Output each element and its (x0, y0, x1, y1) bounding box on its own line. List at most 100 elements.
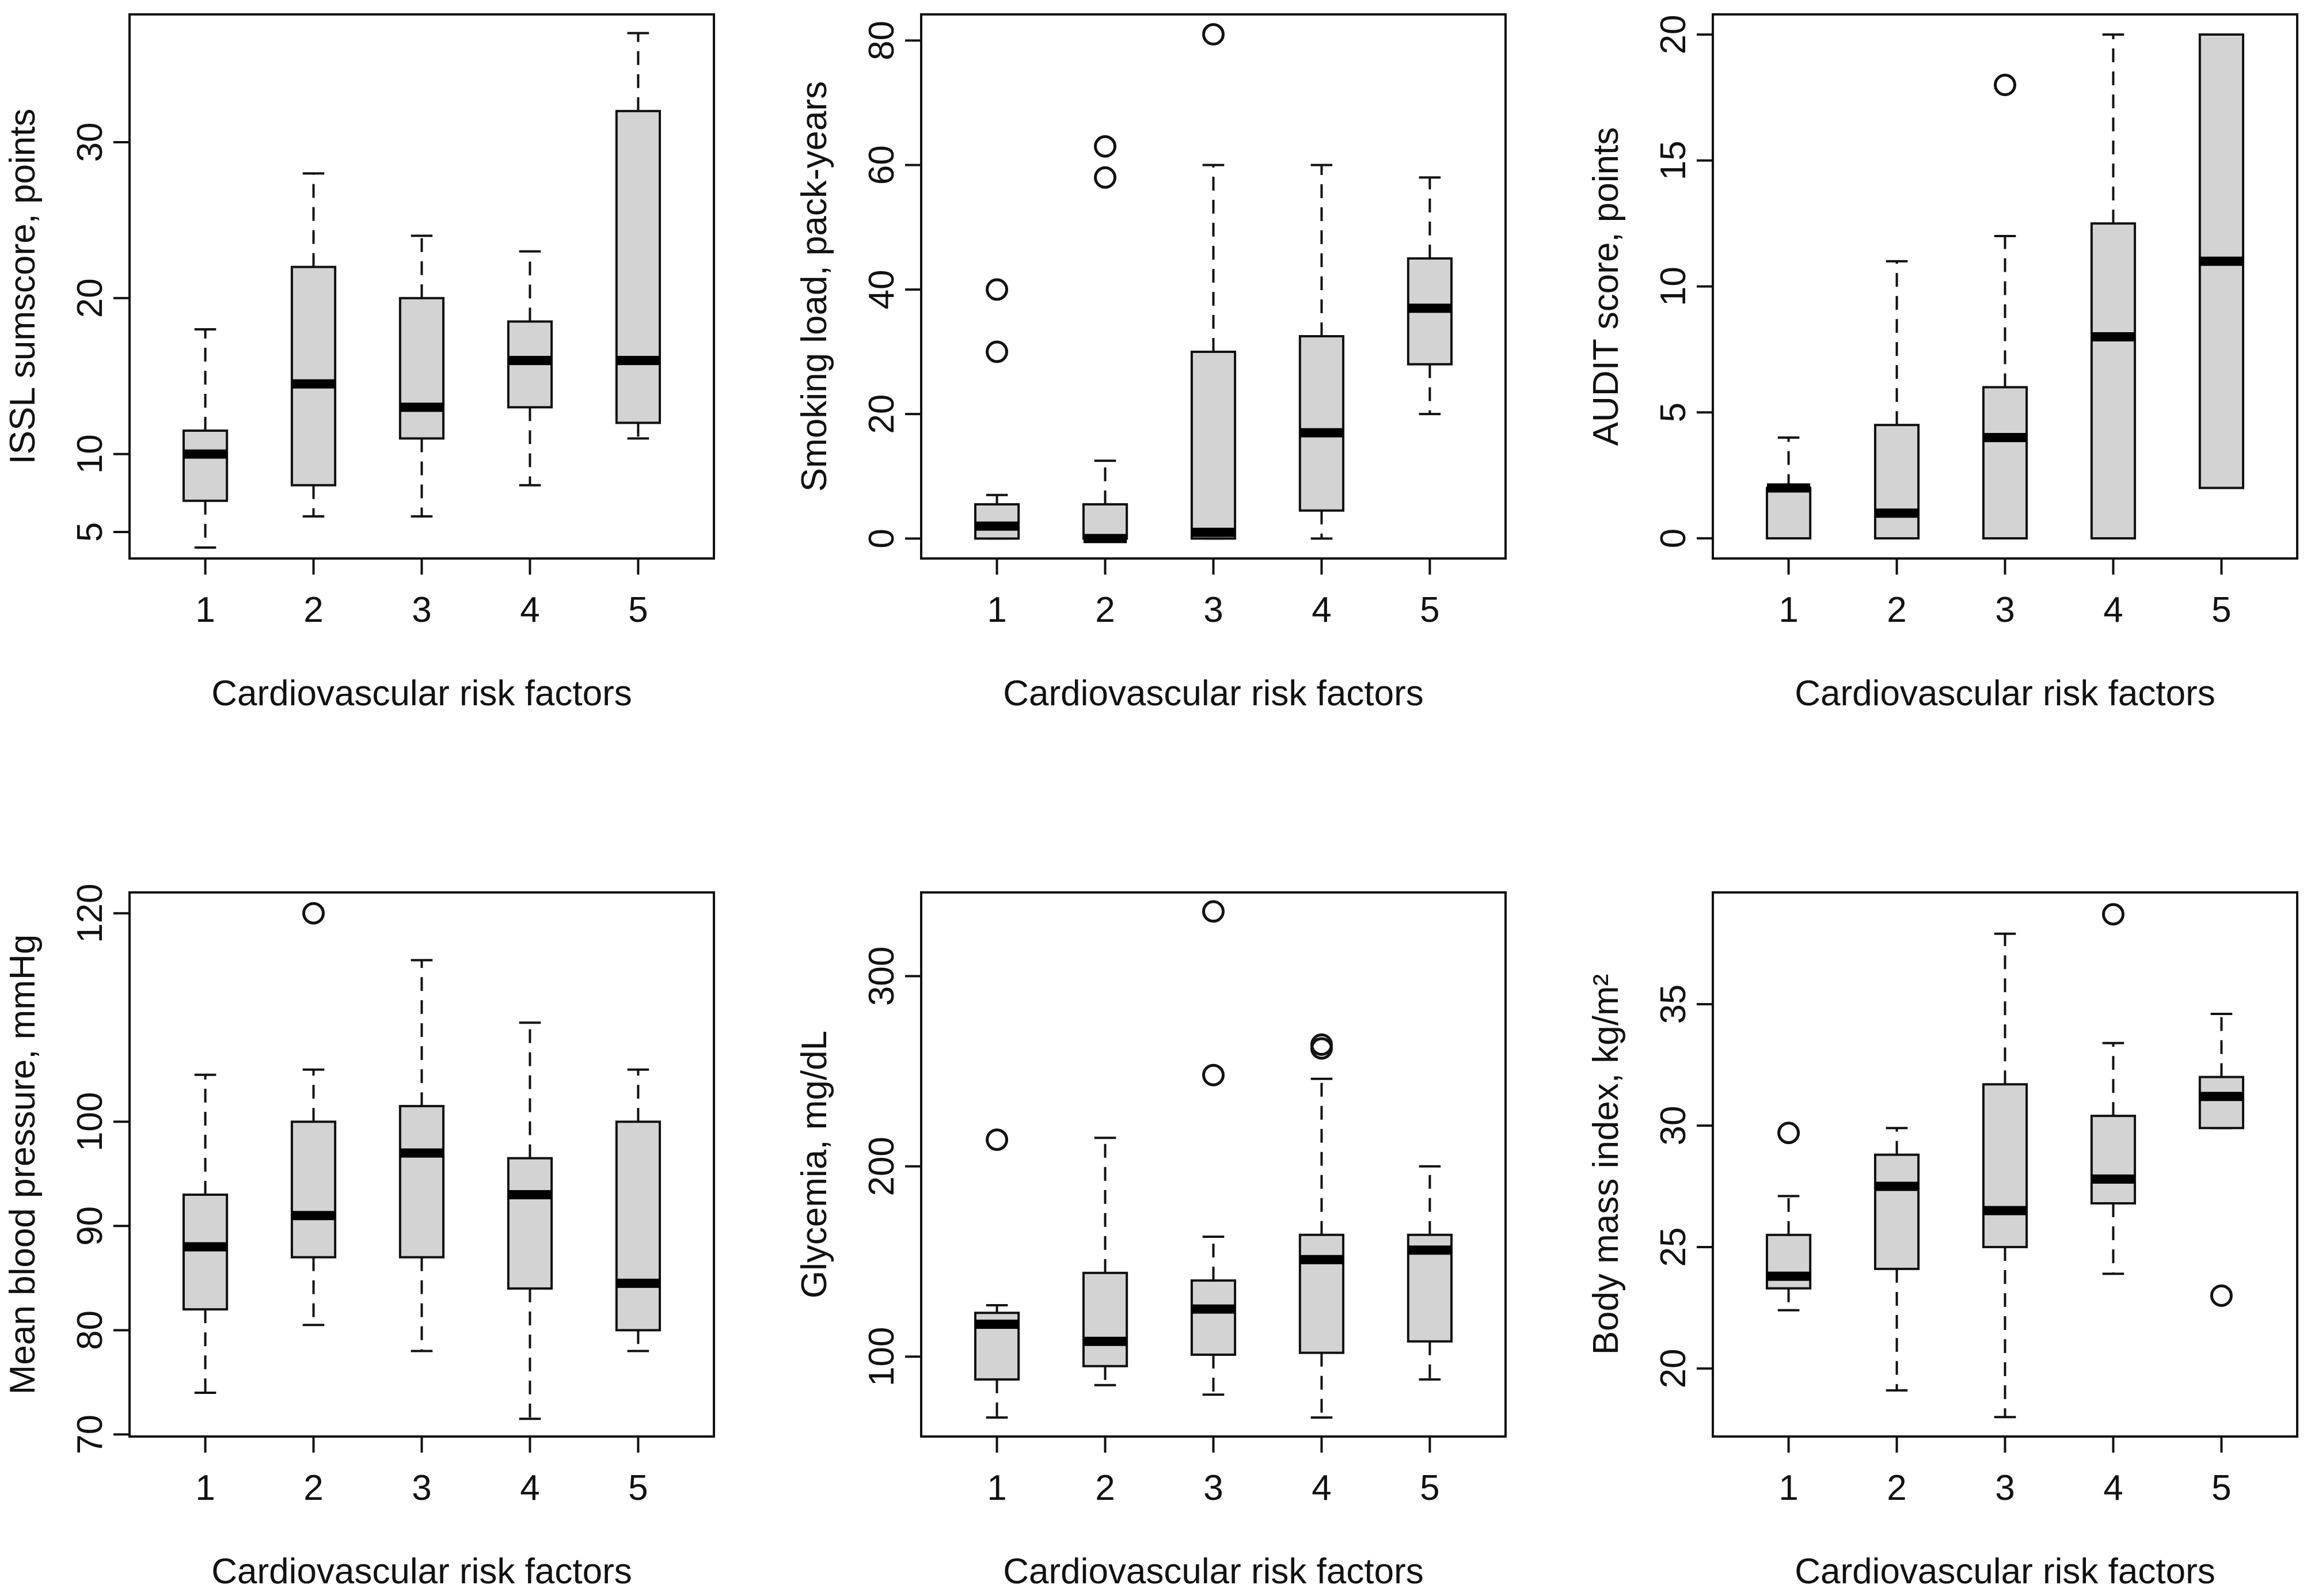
outlier-point (2101, 903, 2124, 926)
box-group-5 (2198, 1012, 2245, 1307)
y-tick-label: 35 (1654, 985, 1693, 1024)
outlier-point (1777, 1122, 1800, 1145)
panel-5: 100 200 300 Glycemia, mg/dL 1 2 3 4 5 Cardiovascu… (795, 891, 1507, 1591)
iqr-box (398, 1105, 445, 1259)
iqr-box (290, 265, 337, 487)
box-group-2 (1082, 1137, 1128, 1386)
box-group-4 (1298, 164, 1345, 540)
x-tick-label: 5 (628, 1468, 648, 1508)
box-group-3 (398, 959, 445, 1352)
y-tick-label: 70 (70, 1415, 110, 1454)
iqr-box (2090, 1115, 2137, 1204)
x-tick-label: 5 (1420, 1468, 1439, 1508)
x-tick-label: 4 (1312, 590, 1331, 630)
iqr-box (1082, 503, 1128, 540)
x-tick-label: 1 (195, 590, 215, 630)
box-group-5 (1407, 1165, 1453, 1381)
outlier-point (1310, 1033, 1333, 1056)
iqr-box (1873, 424, 1920, 539)
iqr-box (398, 297, 445, 440)
iqr-box (615, 109, 662, 424)
y-tick-label: 20 (862, 394, 902, 434)
iqr-box (1190, 351, 1237, 540)
x-tick-label: 4 (2103, 590, 2123, 630)
panel-6: 20 25 30 35 Body mass index, kg/m² 1 2 3 4 5 Cardi… (1586, 891, 2298, 1591)
iqr-box (1082, 1271, 1128, 1367)
y-tick-label: 5 (1654, 402, 1693, 422)
panel-1: 5 10 20 30 ISSL sumscore, points 1 2 3 4 5 Cardiov… (3, 13, 715, 713)
box-group-1 (182, 1073, 229, 1394)
box-group-2 (290, 902, 337, 1327)
x-axis-title: Cardiovascular risk factors (211, 674, 632, 713)
box-group-1 (1765, 1122, 1812, 1312)
x-tick-label: 2 (303, 1468, 323, 1508)
x-axis-title: Cardiovascular risk factors (1795, 674, 2215, 713)
box-group-3 (1982, 932, 2028, 1419)
x-tick-label: 3 (412, 1468, 431, 1508)
x-tick-label: 2 (303, 590, 323, 630)
box-group-4 (507, 1021, 553, 1420)
y-tick-label: 0 (862, 529, 902, 548)
box-group-2 (1082, 135, 1128, 544)
x-tick-label: 1 (1778, 1468, 1798, 1508)
y-tick-label: 40 (862, 269, 902, 309)
outlier-point (1202, 23, 1225, 46)
iqr-box (182, 429, 229, 502)
box-group-1 (974, 1128, 1020, 1419)
x-tick-label: 4 (1312, 1468, 1331, 1508)
panel-4: 70 80 90 100 120 Mean blood pressure, mmHg 1 2 3… (3, 883, 715, 1591)
y-tick-label: 10 (70, 434, 110, 474)
y-tick-label: 15 (1654, 140, 1693, 180)
x-axis-title: Cardiovascular risk factors (211, 1552, 632, 1591)
x-tick-label: 4 (520, 590, 539, 630)
y-tick-label: 0 (1654, 529, 1693, 548)
iqr-box (2198, 1076, 2245, 1130)
box-group-3 (398, 234, 445, 518)
y-tick-label: 5 (70, 522, 110, 542)
outlier-point (986, 278, 1009, 301)
iqr-box (615, 1120, 662, 1332)
box-group-2 (1873, 1127, 1920, 1392)
x-tick-label: 2 (1887, 590, 1906, 630)
box-group-4 (2090, 903, 2137, 1275)
box-group-5 (615, 1068, 662, 1352)
outlier-point (1994, 74, 2016, 96)
iqr-box (1298, 335, 1345, 512)
box-group-4 (1298, 1033, 1345, 1419)
y-tick-label: 300 (862, 947, 902, 1006)
x-tick-label: 1 (987, 590, 1006, 630)
outlier-point (1094, 166, 1117, 189)
x-tick-label: 3 (1995, 1468, 2015, 1508)
y-tick-label: 20 (1654, 1348, 1693, 1388)
y-tick-label: 120 (70, 883, 110, 943)
iqr-box (1982, 386, 2028, 539)
x-tick-label: 5 (1420, 590, 1439, 630)
outlier-point (986, 1128, 1009, 1152)
y-tick-label: 100 (862, 1327, 902, 1386)
iqr-box (1765, 487, 1812, 539)
iqr-box (1298, 1233, 1345, 1354)
x-tick-label: 3 (1995, 590, 2015, 630)
iqr-box (507, 1157, 553, 1290)
iqr-box (1982, 1083, 2028, 1248)
iqr-box (1190, 1279, 1237, 1356)
box-group-5 (2198, 33, 2245, 489)
y-tick-label: 30 (70, 123, 110, 162)
x-tick-label: 5 (628, 590, 648, 630)
x-tick-label: 1 (1778, 590, 1798, 630)
box-group-1 (974, 278, 1020, 540)
y-tick-label: 20 (1654, 15, 1693, 55)
y-axis-title: Smoking load, pack-years (795, 81, 834, 492)
x-tick-label: 2 (1095, 590, 1115, 630)
x-tick-label: 1 (987, 1468, 1006, 1508)
box-group-3 (1190, 900, 1237, 1396)
panel-3: 0 5 10 15 20 AUDIT score, points 1 2 3 4 5 Cardiova… (1586, 13, 2298, 713)
y-axis-title: Mean blood pressure, mmHg (3, 934, 43, 1394)
x-tick-label: 3 (1203, 1468, 1223, 1508)
y-tick-label: 200 (862, 1137, 902, 1196)
outlier-point (302, 902, 325, 925)
box-group-5 (615, 32, 662, 440)
x-axis-title: Cardiovascular risk factors (1003, 674, 1423, 713)
y-axis-title: Glycemia, mg/dL (795, 1031, 834, 1298)
